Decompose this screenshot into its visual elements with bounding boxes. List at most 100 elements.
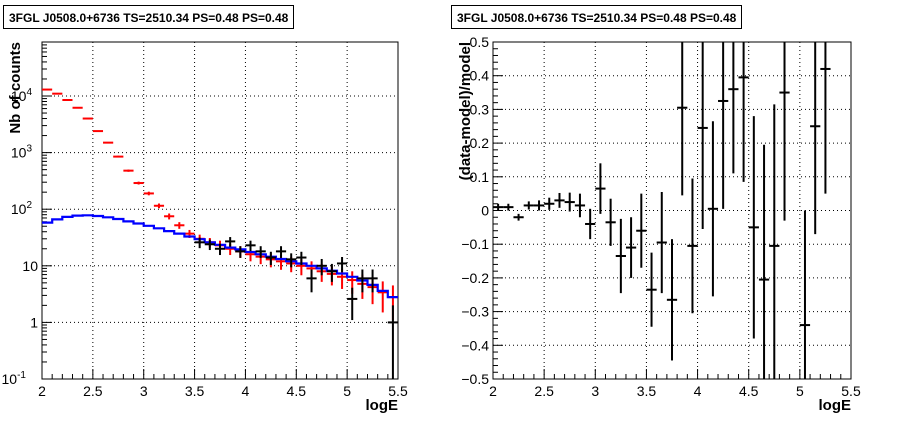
right-y-tick-label: −0.4 [461,337,489,353]
left-data-point [82,117,93,120]
right-data-point [718,42,729,209]
right-data-layer [493,42,831,379]
left-plot-title: 3FGL J0508.0+6736 TS=2510.34 PS=0.48 PS=… [3,5,295,29]
left-data-point [245,240,256,252]
right-data-point [615,218,626,294]
right-data-point [810,42,821,235]
right-x-tick-label: 5 [796,383,804,399]
left-data-point [306,269,317,293]
right-data-point [554,192,565,208]
right-data-point [799,210,811,379]
left-y-tick-label: 10-1 [2,370,27,387]
right-y-tick-label: 0 [481,203,489,219]
right-y-tick-label: −0.5 [461,371,489,387]
right-x-tick-label: 5.5 [841,383,861,399]
right-y-tick-label: −0.3 [461,304,489,320]
left-data-point [62,99,73,102]
right-data-point [697,42,708,230]
left-y-tick-label: 102 [11,200,33,217]
right-data-point [677,42,688,196]
left-data-point [214,243,226,256]
right-plot-title: 3FGL J0508.0+6736 TS=2510.34 PS=0.48 PS=… [451,5,743,29]
left-data-point [103,141,114,144]
right-data-point [728,42,739,174]
right-data-point [585,208,596,240]
right-data-point [595,163,606,214]
left-x-tick-label: 5.5 [388,383,408,399]
left-y-tick-label: 1 [30,314,38,330]
right-x-tick-label: 4.5 [739,383,759,399]
left-data-point [347,287,358,321]
left-data-layer [42,88,398,379]
right-data-point [666,239,678,361]
left-y-tick-label: 103 [11,144,33,161]
right-y-tick-label: 0.1 [470,169,490,185]
left-x-tick-label: 3.5 [185,383,205,399]
right-x-tick-label: 4 [694,383,702,399]
right-data-point [625,217,637,278]
left-data-point [133,181,144,185]
left-plot-frame [41,41,399,380]
left-x-tick-label: 3 [140,383,148,399]
left-data-point [92,130,104,133]
left-x-tick-label: 4 [242,383,250,399]
left-data-point [265,251,276,266]
left-data-point [235,246,246,258]
right-y-tick-label: 0.5 [470,34,490,50]
left-data-point [336,257,348,273]
right-y-axis-label: (data-model)/model [457,42,474,180]
right-data-point [738,42,749,182]
left-data-point [255,246,266,258]
right-data-point [533,200,545,211]
right-data-point [779,42,790,221]
right-x-axis-label: logE [819,397,852,414]
right-y-tick-label: 0.3 [470,101,490,117]
left-x-axis-label: logE [366,397,399,414]
right-data-point [656,191,667,294]
left-data-point [275,246,287,258]
left-data-point [143,191,154,196]
left-data-point [174,222,185,229]
right-data-point [503,203,514,211]
left-x-tick-label: 2.5 [83,383,103,399]
right-data-point [687,178,698,314]
right-data-point [605,198,616,246]
right-x-tick-label: 2.5 [534,383,554,399]
right-plot: 2 2.5 3 3.5 4 4.5 5 5.5 −0.5 −0.4 −0.3 −0.2 −0.1 0 0.1… [457,34,861,414]
right-data-point [758,144,770,379]
right-y-tick-label: 0.4 [470,68,490,84]
left-data-point [204,239,215,251]
right-data-point [769,104,780,379]
left-data-point [164,213,175,220]
left-y-axis-label: Nb of counts [7,42,24,134]
left-data-point [387,305,398,379]
left-data-point [72,106,83,109]
left-data-point [113,155,124,158]
right-data-point [513,213,524,221]
left-data-point [286,253,297,268]
right-data-point [493,203,504,211]
right-y-tick-label: −0.2 [461,270,489,286]
right-y-tick-label: 0.2 [470,135,490,151]
left-data-point [377,281,388,313]
left-model-line [42,214,398,299]
left-data-point [225,237,236,247]
right-data-point [646,252,657,327]
right-data-point [574,193,586,218]
right-data-point [523,201,534,210]
left-data-point [153,203,165,209]
left-x-tick-label: 5 [343,383,351,399]
left-data-point [326,263,337,282]
right-data-point [707,121,719,297]
right-data-point [564,192,575,212]
left-data-point [123,169,134,172]
left-x-tick-label: 4.5 [287,383,307,399]
right-data-point [748,116,759,339]
left-data-point [367,269,378,293]
right-x-tick-label: 2 [489,383,497,399]
left-data-point [316,258,327,276]
right-data-point [636,193,647,268]
right-data-point [820,42,831,194]
